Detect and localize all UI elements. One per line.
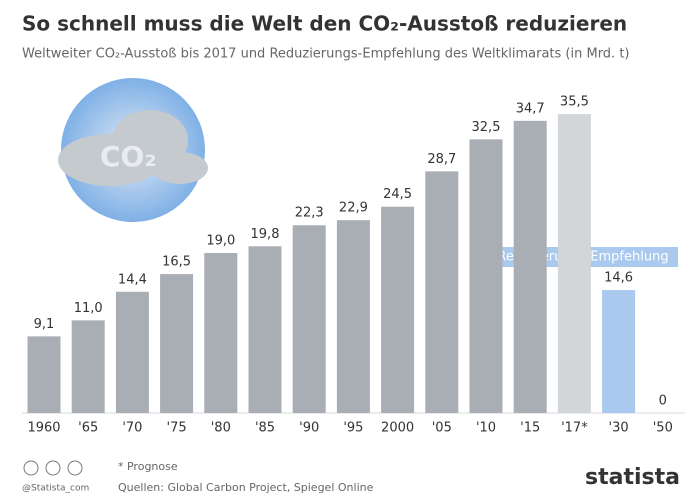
icon: CO₂ bbox=[58, 78, 208, 222]
value-label: 28,7 bbox=[427, 152, 456, 167]
bar bbox=[116, 292, 149, 413]
value-label: 19,0 bbox=[206, 234, 235, 249]
bar bbox=[558, 114, 591, 413]
value-label: 0 bbox=[659, 394, 667, 409]
value-label: 34,7 bbox=[516, 101, 545, 116]
value-label: 35,5 bbox=[560, 95, 589, 110]
x-tick-label: '30 bbox=[609, 421, 629, 436]
x-tick-label: '70 bbox=[122, 421, 142, 436]
source: Quellen: Global Carbon Project, Spiegel … bbox=[118, 481, 374, 494]
bar bbox=[470, 139, 503, 413]
x-tick-label: '05 bbox=[432, 421, 452, 436]
x-tick-label: '15 bbox=[520, 421, 540, 436]
value-label: 32,5 bbox=[472, 120, 501, 135]
bar bbox=[204, 253, 237, 413]
bar bbox=[602, 290, 635, 413]
x-tick-label: '17* bbox=[561, 421, 588, 436]
bar bbox=[293, 225, 326, 413]
bar bbox=[381, 207, 414, 413]
bar bbox=[72, 320, 105, 413]
x-tick-label: 1960 bbox=[27, 421, 60, 436]
x-tick-label: '90 bbox=[299, 421, 319, 436]
value-label: 9,1 bbox=[34, 317, 55, 332]
value-label: 22,3 bbox=[295, 206, 324, 221]
x-tick-label: '85 bbox=[255, 421, 275, 436]
bar bbox=[514, 121, 547, 413]
value-label: 24,5 bbox=[383, 187, 412, 202]
bar bbox=[249, 246, 282, 413]
cc-icon bbox=[24, 461, 38, 475]
x-tick-label: '65 bbox=[78, 421, 98, 436]
bar bbox=[28, 336, 61, 413]
bar bbox=[425, 171, 458, 413]
x-tick-label: 2000 bbox=[381, 421, 414, 436]
chart: CO₂ So schnell muss die Welt den CO₂-Aus… bbox=[0, 0, 697, 498]
x-tick-label: '50 bbox=[653, 421, 673, 436]
value-label: 14,4 bbox=[118, 272, 147, 287]
value-label: 14,6 bbox=[604, 271, 633, 286]
icon-label: CO₂ bbox=[100, 140, 157, 173]
bar bbox=[337, 220, 370, 413]
handle: @Statista_com bbox=[22, 484, 89, 494]
bar bbox=[160, 274, 193, 413]
x-tick-label: '80 bbox=[211, 421, 231, 436]
by-icon bbox=[46, 461, 60, 475]
footnote: * Prognose bbox=[118, 460, 178, 473]
x-tick-label: '95 bbox=[343, 421, 363, 436]
footer: @Statista_com * Prognose Quellen: Global… bbox=[22, 460, 680, 494]
nd-icon bbox=[68, 461, 82, 475]
value-label: 22,9 bbox=[339, 201, 368, 216]
brand: statista bbox=[585, 465, 680, 490]
chart-subtitle: Weltweiter CO₂-Ausstoß bis 2017 und Redu… bbox=[22, 47, 630, 62]
chart-title: So schnell muss die Welt den CO₂-Ausstoß… bbox=[22, 12, 627, 36]
value-label: 16,5 bbox=[162, 255, 191, 270]
value-label: 19,8 bbox=[251, 227, 280, 242]
x-tick-label: '10 bbox=[476, 421, 496, 436]
x-tick-label: '75 bbox=[167, 421, 187, 436]
value-label: 11,0 bbox=[74, 301, 103, 316]
